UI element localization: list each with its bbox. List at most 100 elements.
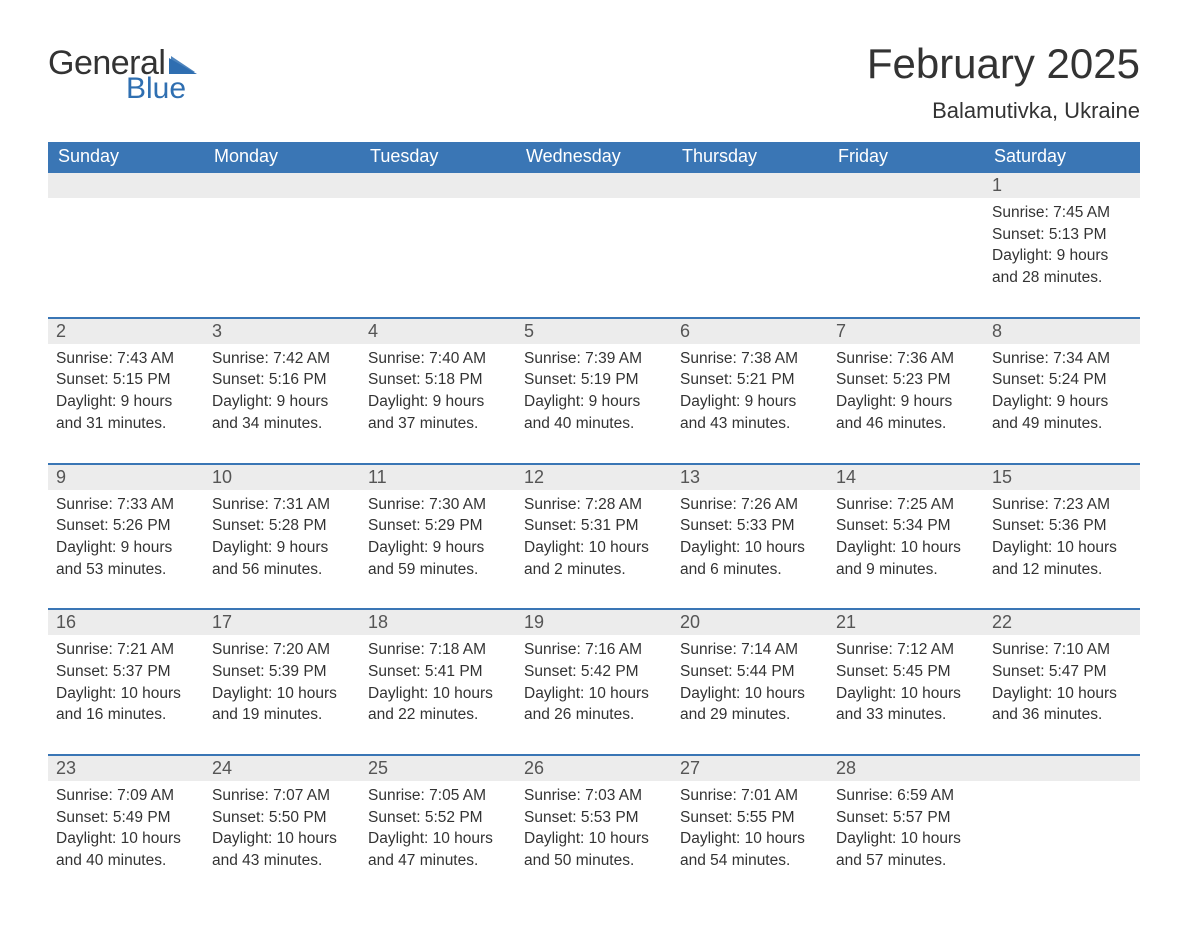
daylight-text: Daylight: 10 hours [992, 537, 1132, 559]
daylight-text: Daylight: 9 hours [524, 391, 664, 413]
day-number: 22 [984, 609, 1140, 635]
sunrise-text: Sunrise: 7:05 AM [368, 785, 508, 807]
daylight-text: Daylight: 10 hours [524, 537, 664, 559]
daylight-text: and 57 minutes. [836, 850, 976, 872]
sunrise-text: Sunrise: 7:40 AM [368, 348, 508, 370]
day-number [204, 172, 360, 198]
weekday-header: Wednesday [516, 142, 672, 172]
daylight-text: and 6 minutes. [680, 559, 820, 581]
sunset-text: Sunset: 5:26 PM [56, 515, 196, 537]
daylight-text: Daylight: 10 hours [524, 828, 664, 850]
daylight-text: and 37 minutes. [368, 413, 508, 435]
daylight-text: Daylight: 10 hours [368, 828, 508, 850]
daylight-text: Daylight: 10 hours [836, 683, 976, 705]
daylight-text: Daylight: 9 hours [56, 537, 196, 559]
location-label: Balamutivka, Ukraine [867, 98, 1140, 124]
sunrise-text: Sunrise: 7:42 AM [212, 348, 352, 370]
sunset-text: Sunset: 5:52 PM [368, 807, 508, 829]
day-number: 3 [204, 318, 360, 344]
sunrise-text: Sunrise: 7:25 AM [836, 494, 976, 516]
day-number-row: 2345678 [48, 318, 1140, 344]
daylight-text: and 40 minutes. [56, 850, 196, 872]
weekday-header: Thursday [672, 142, 828, 172]
sunrise-text: Sunrise: 7:20 AM [212, 639, 352, 661]
daylight-text: and 56 minutes. [212, 559, 352, 581]
daylight-text: Daylight: 10 hours [680, 683, 820, 705]
daylight-text: Daylight: 10 hours [836, 828, 976, 850]
daylight-text: and 26 minutes. [524, 704, 664, 726]
daylight-text: and 34 minutes. [212, 413, 352, 435]
sunrise-text: Sunrise: 7:26 AM [680, 494, 820, 516]
sunset-text: Sunset: 5:57 PM [836, 807, 976, 829]
daylight-text: and 33 minutes. [836, 704, 976, 726]
day-details: Sunrise: 7:34 AMSunset: 5:24 PMDaylight:… [984, 344, 1140, 464]
sunrise-text: Sunrise: 7:21 AM [56, 639, 196, 661]
day-number-row: 232425262728 [48, 755, 1140, 781]
sunrise-text: Sunrise: 7:18 AM [368, 639, 508, 661]
weekday-header: Friday [828, 142, 984, 172]
sunset-text: Sunset: 5:28 PM [212, 515, 352, 537]
sunset-text: Sunset: 5:44 PM [680, 661, 820, 683]
weekday-header-row: Sunday Monday Tuesday Wednesday Thursday… [48, 142, 1140, 172]
sunset-text: Sunset: 5:55 PM [680, 807, 820, 829]
sunset-text: Sunset: 5:50 PM [212, 807, 352, 829]
sunset-text: Sunset: 5:36 PM [992, 515, 1132, 537]
day-number: 10 [204, 464, 360, 490]
day-number: 9 [48, 464, 204, 490]
sunset-text: Sunset: 5:29 PM [368, 515, 508, 537]
sunset-text: Sunset: 5:37 PM [56, 661, 196, 683]
sunrise-text: Sunrise: 7:09 AM [56, 785, 196, 807]
sunrise-text: Sunrise: 7:01 AM [680, 785, 820, 807]
sunrise-text: Sunrise: 7:23 AM [992, 494, 1132, 516]
daylight-text: Daylight: 9 hours [212, 537, 352, 559]
day-detail-row: Sunrise: 7:09 AMSunset: 5:49 PMDaylight:… [48, 781, 1140, 900]
sunrise-text: Sunrise: 7:36 AM [836, 348, 976, 370]
day-details: Sunrise: 7:42 AMSunset: 5:16 PMDaylight:… [204, 344, 360, 464]
sunset-text: Sunset: 5:13 PM [992, 224, 1132, 246]
daylight-text: Daylight: 9 hours [836, 391, 976, 413]
day-number: 2 [48, 318, 204, 344]
daylight-text: Daylight: 10 hours [56, 828, 196, 850]
day-details: Sunrise: 7:09 AMSunset: 5:49 PMDaylight:… [48, 781, 204, 900]
day-number-row: 16171819202122 [48, 609, 1140, 635]
day-details: Sunrise: 7:23 AMSunset: 5:36 PMDaylight:… [984, 490, 1140, 610]
daylight-text: Daylight: 9 hours [368, 537, 508, 559]
day-number: 7 [828, 318, 984, 344]
daylight-text: Daylight: 10 hours [524, 683, 664, 705]
daylight-text: Daylight: 10 hours [992, 683, 1132, 705]
header-region: General Blue February 2025 Balamutivka, … [48, 40, 1140, 124]
day-details: Sunrise: 7:30 AMSunset: 5:29 PMDaylight:… [360, 490, 516, 610]
day-detail-row: Sunrise: 7:33 AMSunset: 5:26 PMDaylight:… [48, 490, 1140, 610]
day-number: 15 [984, 464, 1140, 490]
daylight-text: and 19 minutes. [212, 704, 352, 726]
daylight-text: Daylight: 9 hours [212, 391, 352, 413]
sunset-text: Sunset: 5:49 PM [56, 807, 196, 829]
day-number [984, 755, 1140, 781]
daylight-text: and 54 minutes. [680, 850, 820, 872]
day-details [360, 198, 516, 318]
daylight-text: and 49 minutes. [992, 413, 1132, 435]
day-details: Sunrise: 7:14 AMSunset: 5:44 PMDaylight:… [672, 635, 828, 755]
day-number: 12 [516, 464, 672, 490]
day-details: Sunrise: 7:20 AMSunset: 5:39 PMDaylight:… [204, 635, 360, 755]
day-details [828, 198, 984, 318]
day-number: 1 [984, 172, 1140, 198]
sunset-text: Sunset: 5:19 PM [524, 369, 664, 391]
daylight-text: Daylight: 10 hours [680, 828, 820, 850]
sunset-text: Sunset: 5:24 PM [992, 369, 1132, 391]
daylight-text: Daylight: 9 hours [368, 391, 508, 413]
daylight-text: and 31 minutes. [56, 413, 196, 435]
sunrise-text: Sunrise: 6:59 AM [836, 785, 976, 807]
day-number: 6 [672, 318, 828, 344]
weekday-header: Saturday [984, 142, 1140, 172]
daylight-text: and 53 minutes. [56, 559, 196, 581]
sunrise-text: Sunrise: 7:07 AM [212, 785, 352, 807]
day-number [672, 172, 828, 198]
daylight-text: and 43 minutes. [212, 850, 352, 872]
day-number: 14 [828, 464, 984, 490]
sunset-text: Sunset: 5:31 PM [524, 515, 664, 537]
sunrise-text: Sunrise: 7:45 AM [992, 202, 1132, 224]
day-number: 16 [48, 609, 204, 635]
daylight-text: Daylight: 10 hours [212, 828, 352, 850]
day-details: Sunrise: 7:26 AMSunset: 5:33 PMDaylight:… [672, 490, 828, 610]
